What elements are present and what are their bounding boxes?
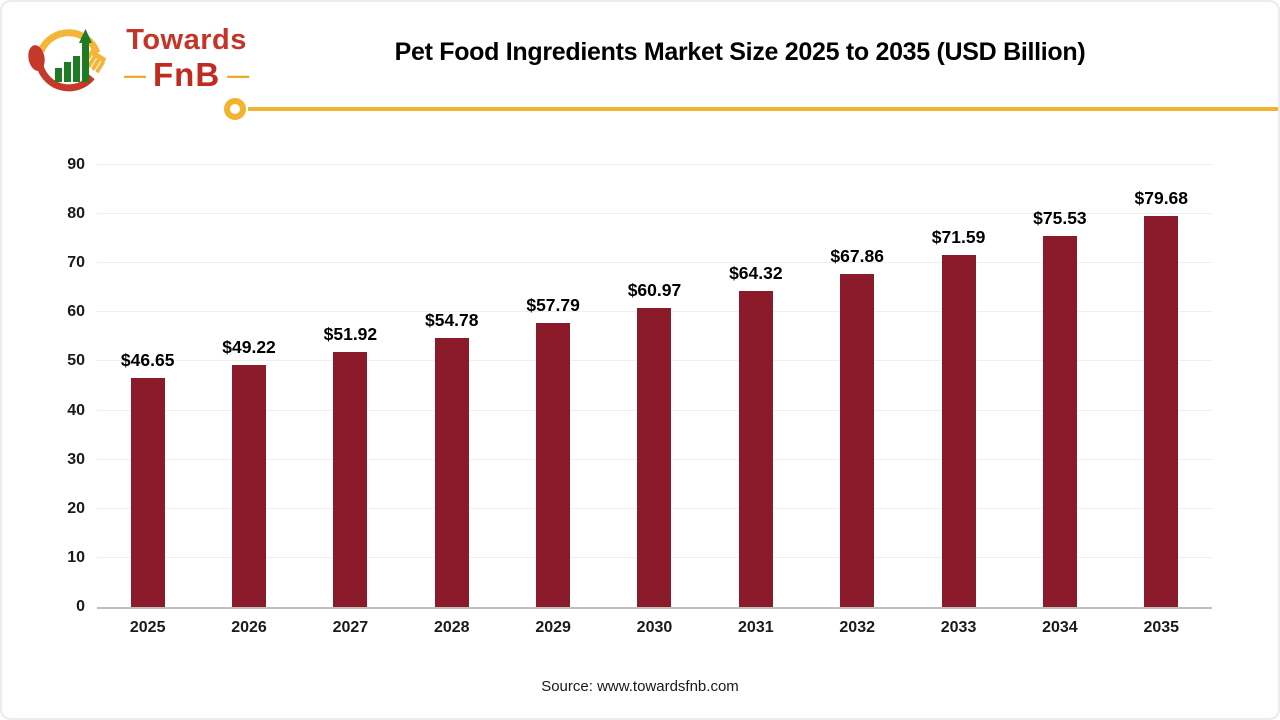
bar-column: $75.53 <box>1009 165 1110 607</box>
x-axis-tick-label: 2028 <box>433 619 470 636</box>
bar-value-label: $57.79 <box>526 295 580 316</box>
y-axis-tick-label: 80 <box>67 205 85 223</box>
towardsfnb-logo-icon <box>28 29 107 92</box>
bar-column: $54.78 <box>401 165 502 607</box>
bar-value-label: $71.59 <box>931 227 986 248</box>
x-axis-tick-label: 2031 <box>738 619 774 636</box>
bar-2031 <box>738 291 773 607</box>
y-axis-tick-label: 40 <box>67 401 85 419</box>
towardsfnb-logo: Towards — FnB — <box>24 14 249 98</box>
bar-2027 <box>333 352 368 607</box>
bar-value-label: $49.22 <box>222 337 276 358</box>
x-axis-tick-label: 2032 <box>839 619 875 636</box>
bar-2026 <box>232 365 267 607</box>
bar-column: $67.86 <box>807 165 908 607</box>
logo-dash-right: — <box>227 63 250 88</box>
y-axis-tick-label: 90 <box>67 156 85 173</box>
y-axis-tick-label: 70 <box>67 254 85 272</box>
x-axis-tick-label: 2033 <box>940 619 977 636</box>
bar-column: $71.59 <box>908 165 1009 607</box>
bar-value-label: $51.92 <box>323 324 378 345</box>
towardsfnb-logo-text: Towards — FnB — <box>124 23 250 93</box>
bar-column: $49.22 <box>198 165 299 607</box>
bar-value-label: $54.78 <box>424 309 479 330</box>
y-axis-tick-label: 10 <box>67 548 85 566</box>
y-axis-tick-label: 20 <box>67 499 85 517</box>
bar-value-label: $60.97 <box>627 279 682 300</box>
bar-column: $64.32 <box>705 165 806 607</box>
x-axis-tick-label: 2030 <box>636 619 673 636</box>
bar-column: $79.68 <box>1111 165 1212 607</box>
bar-value-label: $46.65 <box>120 349 175 370</box>
bar-2032 <box>840 273 875 607</box>
bar-value-label: $75.53 <box>1033 208 1087 229</box>
chart-title: Pet Food Ingredients Market Size 2025 to… <box>394 38 1086 66</box>
bars-row: $46.65 $49.22 $51.92 $54.78 $57.79 $60.97 $64.… <box>97 165 1212 607</box>
x-axis-tick-label: 2026 <box>231 619 267 636</box>
logo-brand-towards: Towards <box>126 23 247 56</box>
bar-column: $57.79 <box>502 165 603 607</box>
x-axis-tick-label: 2025 <box>129 619 166 636</box>
source-text: Source: www.towardsfnb.com <box>541 678 739 695</box>
gridline <box>97 262 1212 264</box>
bar-value-label: $64.32 <box>729 263 783 284</box>
y-axis-tick-label: 60 <box>67 303 85 321</box>
x-axis-tick-label: 2027 <box>332 619 369 636</box>
y-axis-tick-label: 30 <box>67 450 85 468</box>
gridline <box>97 213 1212 215</box>
bar-2028 <box>434 337 469 607</box>
x-axis-tick-label: 2034 <box>1042 619 1078 636</box>
divider-ring-icon <box>224 98 246 120</box>
logo-dash-left: — <box>124 63 146 88</box>
y-axis-tick-label: 0 <box>76 598 85 615</box>
x-axis-labels: 2025 2026 2027 2028 2029 2030 2031 2032 2033 2034… <box>97 619 1212 637</box>
logo-brand-fnb: FnB <box>153 55 221 93</box>
bar-2030 <box>637 307 672 607</box>
y-axis-tick-label: 50 <box>67 352 85 370</box>
bar-2029 <box>536 323 571 607</box>
bar-2034 <box>1042 236 1077 607</box>
bar-column: $60.97 <box>604 165 705 607</box>
divider-line <box>248 107 1278 111</box>
bar-2035 <box>1144 215 1179 607</box>
bar-value-label: $67.86 <box>830 245 884 266</box>
bar-value-label: $79.68 <box>1134 187 1189 208</box>
bar-column: $51.92 <box>300 165 401 607</box>
gridline <box>97 164 1212 165</box>
x-axis-tick-label: 2035 <box>1143 619 1180 636</box>
bar-2033 <box>941 255 976 607</box>
x-axis-tick-label: 2029 <box>535 619 571 636</box>
bar-2025 <box>130 377 165 607</box>
bar-column: $46.65 <box>97 165 198 607</box>
